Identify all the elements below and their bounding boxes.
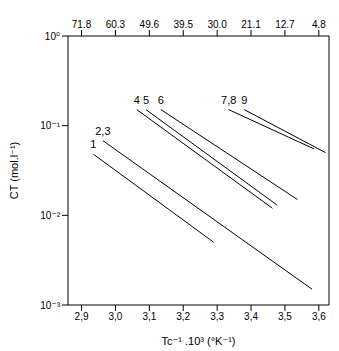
svg-text:49.6: 49.6 (140, 19, 160, 30)
svg-text:1: 1 (90, 138, 96, 150)
svg-text:5: 5 (143, 94, 149, 106)
svg-text:6: 6 (158, 94, 164, 106)
svg-text:3,3: 3,3 (210, 311, 224, 322)
svg-text:10⁰: 10⁰ (45, 31, 60, 42)
svg-text:10⁻¹: 10⁻¹ (40, 120, 60, 131)
svg-text:4: 4 (134, 94, 140, 106)
svg-text:4.8: 4.8 (312, 19, 326, 30)
svg-text:3,2: 3,2 (176, 311, 190, 322)
svg-text:12.7: 12.7 (275, 19, 295, 30)
svg-text:60.3: 60.3 (106, 19, 126, 30)
svg-text:10⁻²: 10⁻² (40, 210, 60, 221)
svg-text:2,9: 2,9 (75, 311, 89, 322)
svg-text:9: 9 (241, 94, 247, 106)
svg-text:CT (mol.l⁻¹): CT (mol.l⁻¹) (8, 142, 20, 200)
svg-text:2,3: 2,3 (95, 125, 110, 137)
svg-text:30.0: 30.0 (207, 19, 227, 30)
svg-text:3,4: 3,4 (244, 311, 258, 322)
svg-text:10⁻³: 10⁻³ (40, 300, 60, 311)
svg-text:3,0: 3,0 (109, 311, 123, 322)
svg-text:3,1: 3,1 (142, 311, 156, 322)
svg-text:7,8: 7,8 (221, 94, 236, 106)
svg-text:3,6: 3,6 (312, 311, 326, 322)
svg-text:21.1: 21.1 (241, 19, 261, 30)
svg-text:Tc⁻¹ .10³ (°K⁻¹): Tc⁻¹ .10³ (°K⁻¹) (161, 335, 235, 347)
svg-text:39.5: 39.5 (174, 19, 194, 30)
svg-text:3,5: 3,5 (278, 311, 292, 322)
svg-text:71.8: 71.8 (72, 19, 92, 30)
